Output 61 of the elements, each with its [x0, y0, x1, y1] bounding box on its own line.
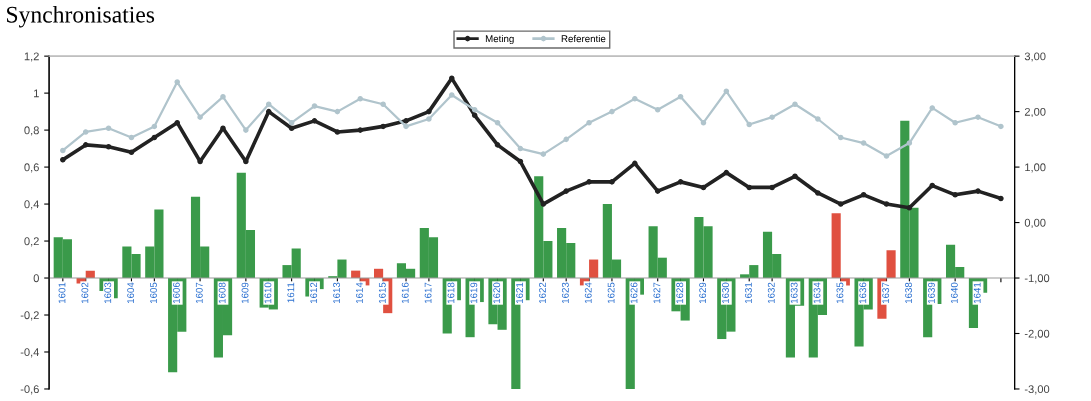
x-tick-label: 1624 [584, 282, 592, 304]
x-tick-label: 1639 [927, 282, 935, 304]
x-tick-label: 1616 [401, 282, 409, 304]
y2-tick-label: 2,00 [1024, 107, 1046, 118]
x-tick-label: 1607 [195, 282, 203, 304]
x-tick-label: 1627 [653, 282, 661, 304]
x-tick-label: 1631 [744, 282, 752, 304]
x-tick-label: 1606 [172, 282, 180, 304]
x-tick-label: 1619 [470, 282, 478, 304]
chart-title: Synchronisaties [7, 6, 155, 28]
x-tick-label: 1623 [561, 282, 569, 304]
x-tick-label: 1604 [127, 282, 135, 304]
x-tick-label: 1611 [287, 282, 295, 303]
y-tick-label: -0,2 [20, 311, 39, 321]
x-tick-label: 1625 [607, 282, 615, 304]
x-tick-label: 1629 [699, 282, 707, 304]
y-tick-label: 1,2 [24, 52, 39, 62]
x-tick-label: 1610 [264, 282, 272, 304]
y-tick-label: 0,4 [24, 200, 40, 210]
x-tick-label: 1635 [836, 282, 844, 304]
x-tick-label: 1614 [355, 282, 363, 304]
y2-tick-label: -3,00 [1024, 385, 1050, 395]
y2-tick-label: 3,00 [1024, 52, 1046, 62]
y-tick-label: 0,2 [24, 237, 39, 247]
y-tick-label: 0,8 [24, 126, 39, 136]
legend-label: Meting [485, 35, 514, 45]
x-tick-label: 1628 [676, 282, 684, 304]
x-tick-label: 1626 [630, 282, 638, 304]
x-tick-label: 1622 [539, 282, 546, 304]
x-tick-label: 1636 [859, 282, 867, 304]
x-tick-label: 1603 [104, 282, 112, 304]
y-tick-label: 0 [33, 274, 39, 283]
x-tick-label: 1602 [81, 282, 89, 304]
legend-label: Referentie [561, 35, 606, 43]
y2-tick-label: -1,00 [1024, 274, 1050, 284]
x-tick-label: 1608 [218, 282, 226, 304]
x-tick-label: 1620 [493, 282, 501, 304]
x-tick-label: 1633 [790, 282, 798, 304]
y-tick-label: -0,4 [20, 348, 40, 358]
y-tick-label: -0,6 [20, 385, 39, 395]
x-tick-label: 1632 [767, 282, 775, 304]
x-tick-label: 1617 [424, 282, 432, 304]
y-tick-label: 0,6 [24, 163, 39, 173]
y2-tick-label: -2,00 [1024, 329, 1050, 339]
x-tick-label: 1613 [333, 282, 340, 304]
x-tick-label: 1640 [950, 282, 958, 304]
x-tick-label: 1634 [813, 282, 821, 304]
x-tick-label: 1618 [447, 282, 455, 304]
y-tick-label: 1 [34, 89, 39, 98]
y2-tick-label: 1,00 [1025, 163, 1046, 173]
x-tick-label: 1630 [722, 282, 729, 304]
y2-tick-label: 0,00 [1024, 218, 1046, 228]
x-tick-label: 1615 [378, 282, 386, 304]
x-tick-label: 1637 [882, 282, 890, 304]
x-tick-label: 1601 [58, 282, 66, 304]
x-tick-label: 1605 [150, 282, 157, 304]
x-tick-label: 1612 [310, 282, 318, 304]
x-tick-label: 1638 [905, 282, 912, 304]
x-tick-label: 1609 [241, 282, 249, 304]
x-tick-label: 1641 [973, 282, 981, 304]
x-tick-label: 1621 [516, 282, 524, 304]
